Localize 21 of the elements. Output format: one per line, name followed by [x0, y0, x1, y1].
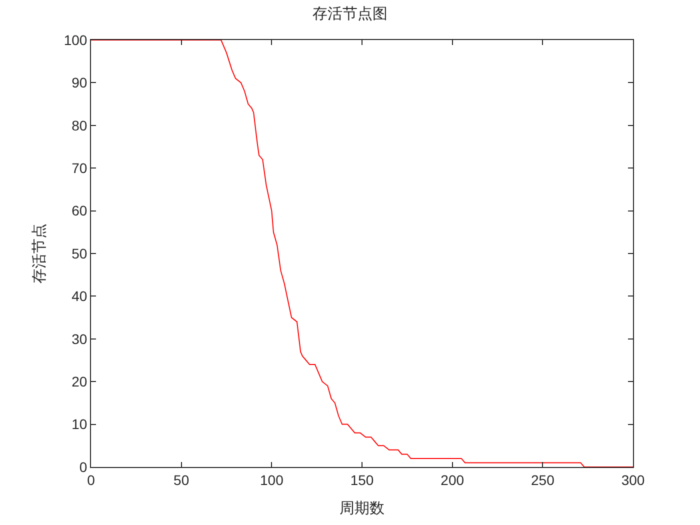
- x-tick-label: 50: [174, 472, 190, 488]
- x-tick-label: 200: [440, 472, 464, 488]
- y-tick-label: 10: [72, 416, 88, 432]
- y-axis-title: 存活节点: [31, 224, 48, 284]
- y-tick-label: 0: [79, 458, 88, 475]
- y-tick-label: 30: [72, 330, 88, 347]
- x-tick-label: 300: [621, 472, 645, 488]
- y-tick-label: 70: [72, 160, 88, 176]
- y-tick-label: 20: [72, 374, 88, 390]
- y-tick-label: 40: [72, 288, 88, 304]
- x-axis-title: 周期数: [340, 500, 384, 517]
- x-tick-label: 150: [350, 472, 374, 488]
- y-tick-label: 90: [72, 74, 88, 91]
- chart-title: 存活节点图: [312, 5, 388, 22]
- y-tick-label: 100: [64, 32, 88, 48]
- x-tick-label: 250: [530, 472, 555, 488]
- x-tick-label: 100: [260, 472, 284, 488]
- y-tick-label: 80: [72, 117, 88, 134]
- y-tick-label: 50: [72, 245, 88, 262]
- line-series: [91, 40, 633, 467]
- y-tick-label: 60: [72, 202, 88, 219]
